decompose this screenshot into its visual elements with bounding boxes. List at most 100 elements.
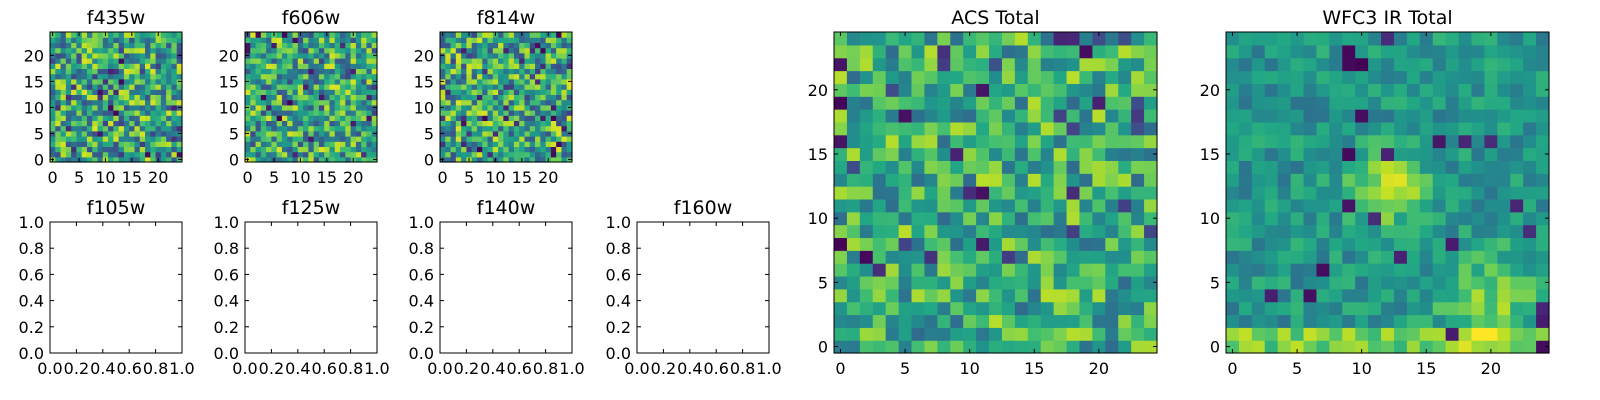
heatmap-cell: [1118, 314, 1132, 328]
heatmap-cell: [361, 52, 368, 59]
heatmap-cell: [55, 110, 62, 116]
heatmap-cell: [166, 73, 173, 80]
heatmap-cell: [118, 141, 125, 147]
heatmap-cell: [1290, 250, 1305, 264]
heatmap-cell: [1118, 263, 1132, 277]
heatmap-cell: [150, 99, 157, 106]
heatmap-cell: [355, 42, 362, 49]
heatmap-cell: [65, 73, 72, 80]
heatmap-cell: [885, 288, 900, 303]
heatmap-cell: [340, 68, 346, 75]
heatmap-cell: [92, 89, 99, 95]
heatmap-cell: [1079, 288, 1093, 303]
heatmap-cell: [1342, 57, 1356, 72]
heatmap-cell: [324, 84, 331, 90]
heatmap-cell: [1381, 186, 1395, 200]
heatmap-cell: [937, 173, 951, 187]
heatmap-cell: [540, 37, 547, 43]
heatmap-cell: [266, 110, 272, 116]
heatmap-cell: [324, 141, 331, 147]
heatmap-cell: [1027, 250, 1042, 264]
heatmap-cell: [1264, 96, 1279, 110]
heatmap-cell: [1419, 198, 1434, 213]
heatmap-cell: [281, 94, 288, 101]
heatmap-cell: [55, 99, 62, 106]
heatmap-cell: [65, 136, 72, 142]
heatmap-cell: [529, 94, 536, 101]
heatmap-cell: [498, 110, 504, 116]
heatmap-cell: [361, 42, 368, 49]
heatmap-cell: [1523, 32, 1537, 46]
heatmap-cell: [834, 340, 848, 354]
heatmap-cell: [540, 141, 547, 147]
heatmap-cell: [60, 78, 67, 85]
heatmap-cell: [450, 94, 457, 101]
heatmap-cell: [371, 115, 378, 121]
axes-frame: [244, 221, 378, 354]
heatmap-cell: [1368, 83, 1382, 97]
heatmap-cell: [524, 151, 531, 158]
heatmap-cell: [487, 115, 494, 121]
heatmap-cell: [345, 104, 352, 111]
heatmap-cell: [556, 73, 563, 80]
x-tick-label: 5: [900, 359, 910, 378]
heatmap-cell: [324, 120, 331, 127]
heatmap-cell: [81, 146, 88, 153]
heatmap-cell: [1471, 160, 1485, 174]
heatmap-cell: [171, 151, 178, 158]
x-tick-label: 10: [959, 359, 979, 378]
heatmap-cell: [76, 110, 83, 116]
heatmap-cell: [303, 89, 309, 95]
heatmap-cell: [1092, 173, 1106, 187]
heatmap-cell: [102, 120, 109, 127]
heatmap-cell: [308, 89, 315, 95]
heatmap-cell: [487, 99, 494, 106]
heatmap-cell: [561, 32, 568, 38]
heatmap-cell: [445, 151, 452, 158]
heatmap-cell: [150, 63, 157, 69]
heatmap-cell: [308, 110, 315, 116]
heatmap-cell: [859, 288, 874, 303]
heatmap-cell: [1329, 83, 1343, 97]
heatmap-cell: [1471, 83, 1485, 97]
heatmap-cell: [123, 130, 130, 137]
heatmap-cell: [1471, 134, 1485, 149]
heatmap-cell: [318, 47, 325, 54]
heatmap-cell: [950, 211, 964, 226]
y-tick-label: 0: [229, 150, 239, 169]
heatmap-cell: [160, 156, 167, 163]
heatmap-cell: [455, 89, 462, 95]
heatmap-cell: [498, 42, 504, 49]
heatmap-cell: [166, 47, 173, 54]
heatmap-cell: [1066, 44, 1081, 59]
heatmap-cell: [1303, 224, 1318, 239]
heatmap-cell: [1471, 96, 1485, 110]
heatmap-cell: [445, 115, 452, 121]
heatmap-cell: [1066, 32, 1081, 46]
heatmap-cell: [1251, 96, 1266, 110]
heatmap-cell: [1471, 224, 1485, 239]
heatmap-cell: [260, 63, 267, 69]
heatmap-cell: [461, 120, 467, 127]
heatmap-cell: [81, 84, 88, 90]
heatmap-cell: [260, 52, 267, 59]
heatmap-cell: [872, 250, 887, 264]
heatmap-cell: [308, 130, 315, 137]
heatmap-cell: [540, 58, 547, 64]
heatmap-cell: [281, 78, 288, 85]
heatmap-cell: [461, 104, 467, 111]
heatmap-cell: [160, 115, 167, 121]
heatmap-cell: [150, 115, 157, 121]
heatmap-cell: [524, 104, 531, 111]
heatmap-cell: [1251, 70, 1266, 84]
heatmap-cell: [476, 141, 483, 147]
heatmap-cell: [859, 96, 874, 110]
heatmap-cell: [1316, 327, 1330, 341]
heatmap-cell: [366, 94, 373, 101]
heatmap-cell: [102, 78, 109, 85]
heatmap-cell: [1406, 44, 1421, 59]
heatmap-cell: [1458, 224, 1473, 239]
heatmap-cell: [150, 136, 157, 142]
heatmap-cell: [155, 130, 162, 137]
heatmap-cell: [92, 136, 99, 142]
